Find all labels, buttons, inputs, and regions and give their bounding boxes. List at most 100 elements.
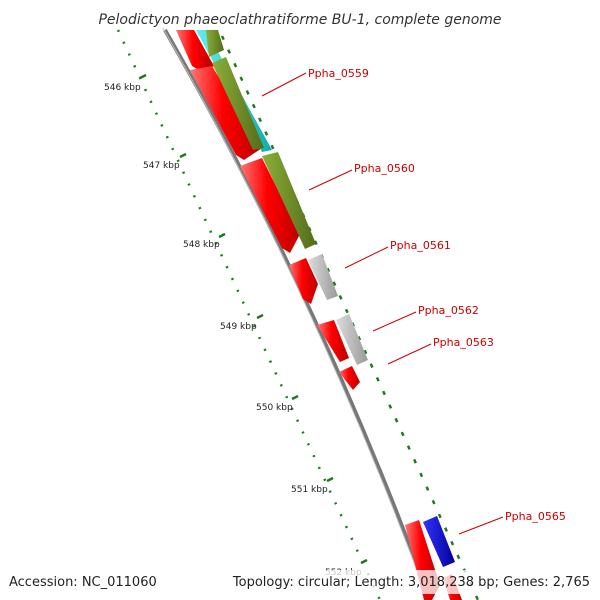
gc-tick [419, 472, 424, 478]
gc-tick [355, 549, 359, 553]
gc-tick [220, 35, 225, 41]
cds-feature-ppha-0561 [289, 258, 318, 304]
genome-info-text: Topology: circular; Length: 3,018,238 bp… [232, 575, 590, 590]
gc-tick [209, 230, 213, 234]
scale-tick [179, 152, 187, 159]
gc-tick [350, 537, 354, 541]
gc-tick [312, 454, 316, 458]
gc-tick [270, 144, 275, 150]
scale-tick [256, 313, 264, 320]
gc-tick [357, 335, 362, 341]
gc-tick [241, 301, 245, 305]
gc-tick [382, 390, 386, 396]
gc-tick [263, 348, 267, 352]
gc-tick [296, 419, 300, 423]
leader-ppha-0559 [261, 72, 307, 97]
leader-ppha-0561 [344, 246, 389, 269]
scale-tick [360, 558, 368, 565]
scale-label-547: 547 kbp [143, 161, 180, 171]
blue-feature-ppha-0565 [423, 516, 455, 567]
gray-feature-ppha-0562 [336, 314, 368, 365]
gc-tick [431, 499, 436, 505]
scale-label-548: 548 kbp [183, 240, 220, 250]
gc-tick [437, 513, 442, 519]
gc-tick [268, 360, 273, 364]
gc-tick [143, 88, 148, 92]
gene-labels: Ppha_0559 Ppha_0560 Ppha_0561 Ppha_0562 … [261, 67, 566, 535]
gene-label-ppha-0562: Ppha_0562 [418, 304, 479, 317]
gc-tick [313, 240, 318, 246]
gc-tick [225, 265, 229, 269]
gc-tick [182, 171, 186, 175]
accession-text: Accession: NC_011060 [9, 575, 157, 590]
scale-tick [139, 73, 147, 80]
gc-tick [306, 442, 311, 446]
leader-ppha-0562 [372, 311, 417, 332]
gc-tick [406, 445, 411, 450]
gc-tick [394, 417, 399, 423]
gc-tick [413, 458, 417, 464]
scale-label-549: 549 kbp [220, 322, 257, 332]
feature-track [196, 30, 462, 600]
gc-tick [317, 466, 321, 470]
gc-tick [239, 76, 244, 82]
gc-tick [154, 112, 158, 116]
gc-tick [264, 131, 269, 136]
gc-tick [203, 218, 207, 222]
gc-tick [171, 147, 175, 151]
scale-tick [218, 232, 226, 239]
backbone [163, 29, 432, 600]
gc-tick [176, 159, 180, 163]
gene-label-ppha-0563: Ppha_0563 [433, 336, 494, 349]
gc-tick [187, 183, 191, 186]
gc-tick [116, 29, 120, 33]
gc-tick [375, 376, 380, 382]
cds-feature [176, 30, 214, 72]
gc-tick [233, 62, 238, 68]
gc-tick [334, 501, 338, 505]
gene-label-ppha-0561: Ppha_0561 [390, 239, 451, 252]
gc-tick [251, 103, 256, 109]
gc-tick [344, 308, 349, 314]
leader-ppha-0560 [308, 169, 353, 191]
gc-tick [133, 64, 137, 68]
gc-tick [245, 90, 250, 95]
gc-tick [230, 277, 235, 281]
leader-ppha-0563 [387, 343, 432, 365]
gc-tick [388, 404, 393, 409]
gc-tick [149, 100, 153, 104]
cds-feature-ppha-0563 [339, 366, 360, 390]
gc-tick [475, 595, 479, 600]
gc-tick [198, 206, 202, 210]
scale-tick [326, 476, 334, 483]
olive-feature-ppha-0560 [262, 152, 316, 249]
gc-tick [456, 554, 461, 560]
cds-feature-ppha-0559 [190, 66, 262, 160]
gene-label-ppha-0559: Ppha_0559 [308, 67, 369, 80]
gc-tick [279, 383, 283, 387]
gc-tick [301, 431, 305, 434]
gc-tick [160, 123, 164, 127]
gc-tick [290, 407, 294, 411]
gc-tick [323, 478, 327, 482]
gc-tick [214, 242, 218, 245]
gray-feature-ppha-0561 [308, 254, 338, 300]
gc-tick [444, 527, 448, 532]
leader-ppha-0565 [458, 516, 504, 535]
gc-tick [258, 117, 263, 123]
gc-tick [344, 525, 349, 529]
footer-background [0, 570, 600, 594]
map-title: Pelodictyon phaeoclathratiforme BU-1, co… [98, 12, 501, 28]
scale-label-550: 550 kbp [256, 403, 293, 413]
scale-label-546: 546 kbp [104, 83, 141, 93]
gc-tick [425, 486, 430, 491]
gc-tick [328, 490, 332, 494]
gc-tick [274, 372, 278, 375]
gc-tick [400, 431, 405, 437]
gc-tick [227, 49, 232, 54]
scale-tick [291, 394, 299, 401]
gc-tick [326, 267, 331, 273]
gc-tick [285, 395, 289, 399]
gc-tick [450, 540, 455, 546]
